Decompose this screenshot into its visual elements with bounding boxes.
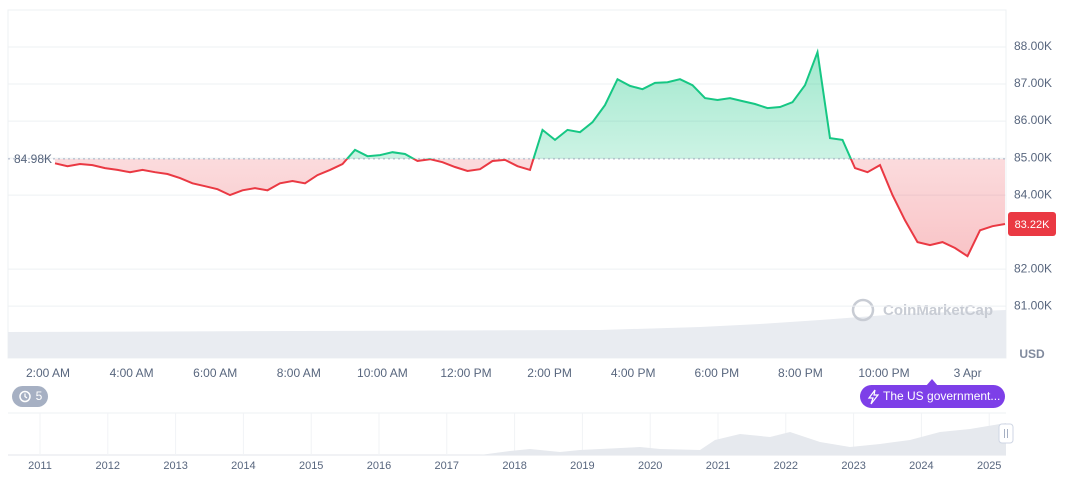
navigator-area [8,423,1006,455]
x-tick-label: 3 Apr [954,366,982,380]
price-line-up [345,48,852,159]
last-price-badge [1008,211,1056,236]
event-badge[interactable] [860,385,1005,408]
handle-grip [1004,429,1008,438]
navigator-year: 2015 [299,460,323,472]
navigator-year: 2014 [231,460,255,472]
navigator-year: 2019 [570,460,594,472]
volume-area [8,310,1006,358]
x-tick-label: 4:00 PM [611,366,656,380]
navigator-year: 2024 [909,460,933,472]
x-tick-label: 8:00 AM [277,366,321,380]
y-tick-label: 84.00K [1014,187,1052,201]
x-tick-label: 12:00 PM [440,366,491,380]
navigator-year: 2018 [502,460,526,472]
x-tick-label: 6:00 AM [193,366,237,380]
navigator-year: 2021 [706,460,730,472]
price-line-down [54,158,1006,258]
navigator-year: 2020 [638,460,662,472]
history-hand [24,393,28,399]
navigator-year: 2013 [163,460,187,472]
y-tick-label: 87.00K [1014,76,1052,90]
navigator-year: 2017 [435,460,459,472]
navigator-year: 2012 [96,460,120,472]
area-down [55,158,1005,257]
navigator-year: 2025 [977,460,1001,472]
x-tick-label: 10:00 AM [357,366,408,380]
event-count: 5 [36,389,43,403]
y-tick-label: 85.00K [1014,150,1052,164]
x-tick-label: 2:00 AM [26,366,70,380]
y-tick-label: 86.00K [1014,113,1052,127]
navigator-year: 2016 [367,460,391,472]
navigator-year: 2011 [28,460,52,472]
baseline-label: 84.98K [14,152,52,166]
watermark-logo [851,298,875,322]
history-icon [19,390,31,403]
event-label: The US government... [883,389,1000,403]
y-tick-label: 88.00K [1014,39,1052,53]
y-tick-label: 81.00K [1014,298,1052,312]
y-unit: USD [1019,347,1045,361]
event-pointer [926,379,938,386]
x-tick-label: 4:00 AM [110,366,154,380]
lightning-icon [867,389,880,405]
x-tick-label: 6:00 PM [694,366,739,380]
x-tick-label: 10:00 PM [858,366,909,380]
watermark-text: CoinMarketCap [883,302,993,319]
last-price-label: 83.22K [1015,219,1051,231]
x-tick-label: 2:00 PM [527,366,572,380]
y-tick-label: 82.00K [1014,261,1052,275]
area-up [347,52,851,159]
navigator-year: 2022 [774,460,798,472]
x-tick-label: 8:00 PM [778,366,823,380]
navigator-handle[interactable] [998,423,1014,444]
navigator-year: 2023 [841,460,865,472]
